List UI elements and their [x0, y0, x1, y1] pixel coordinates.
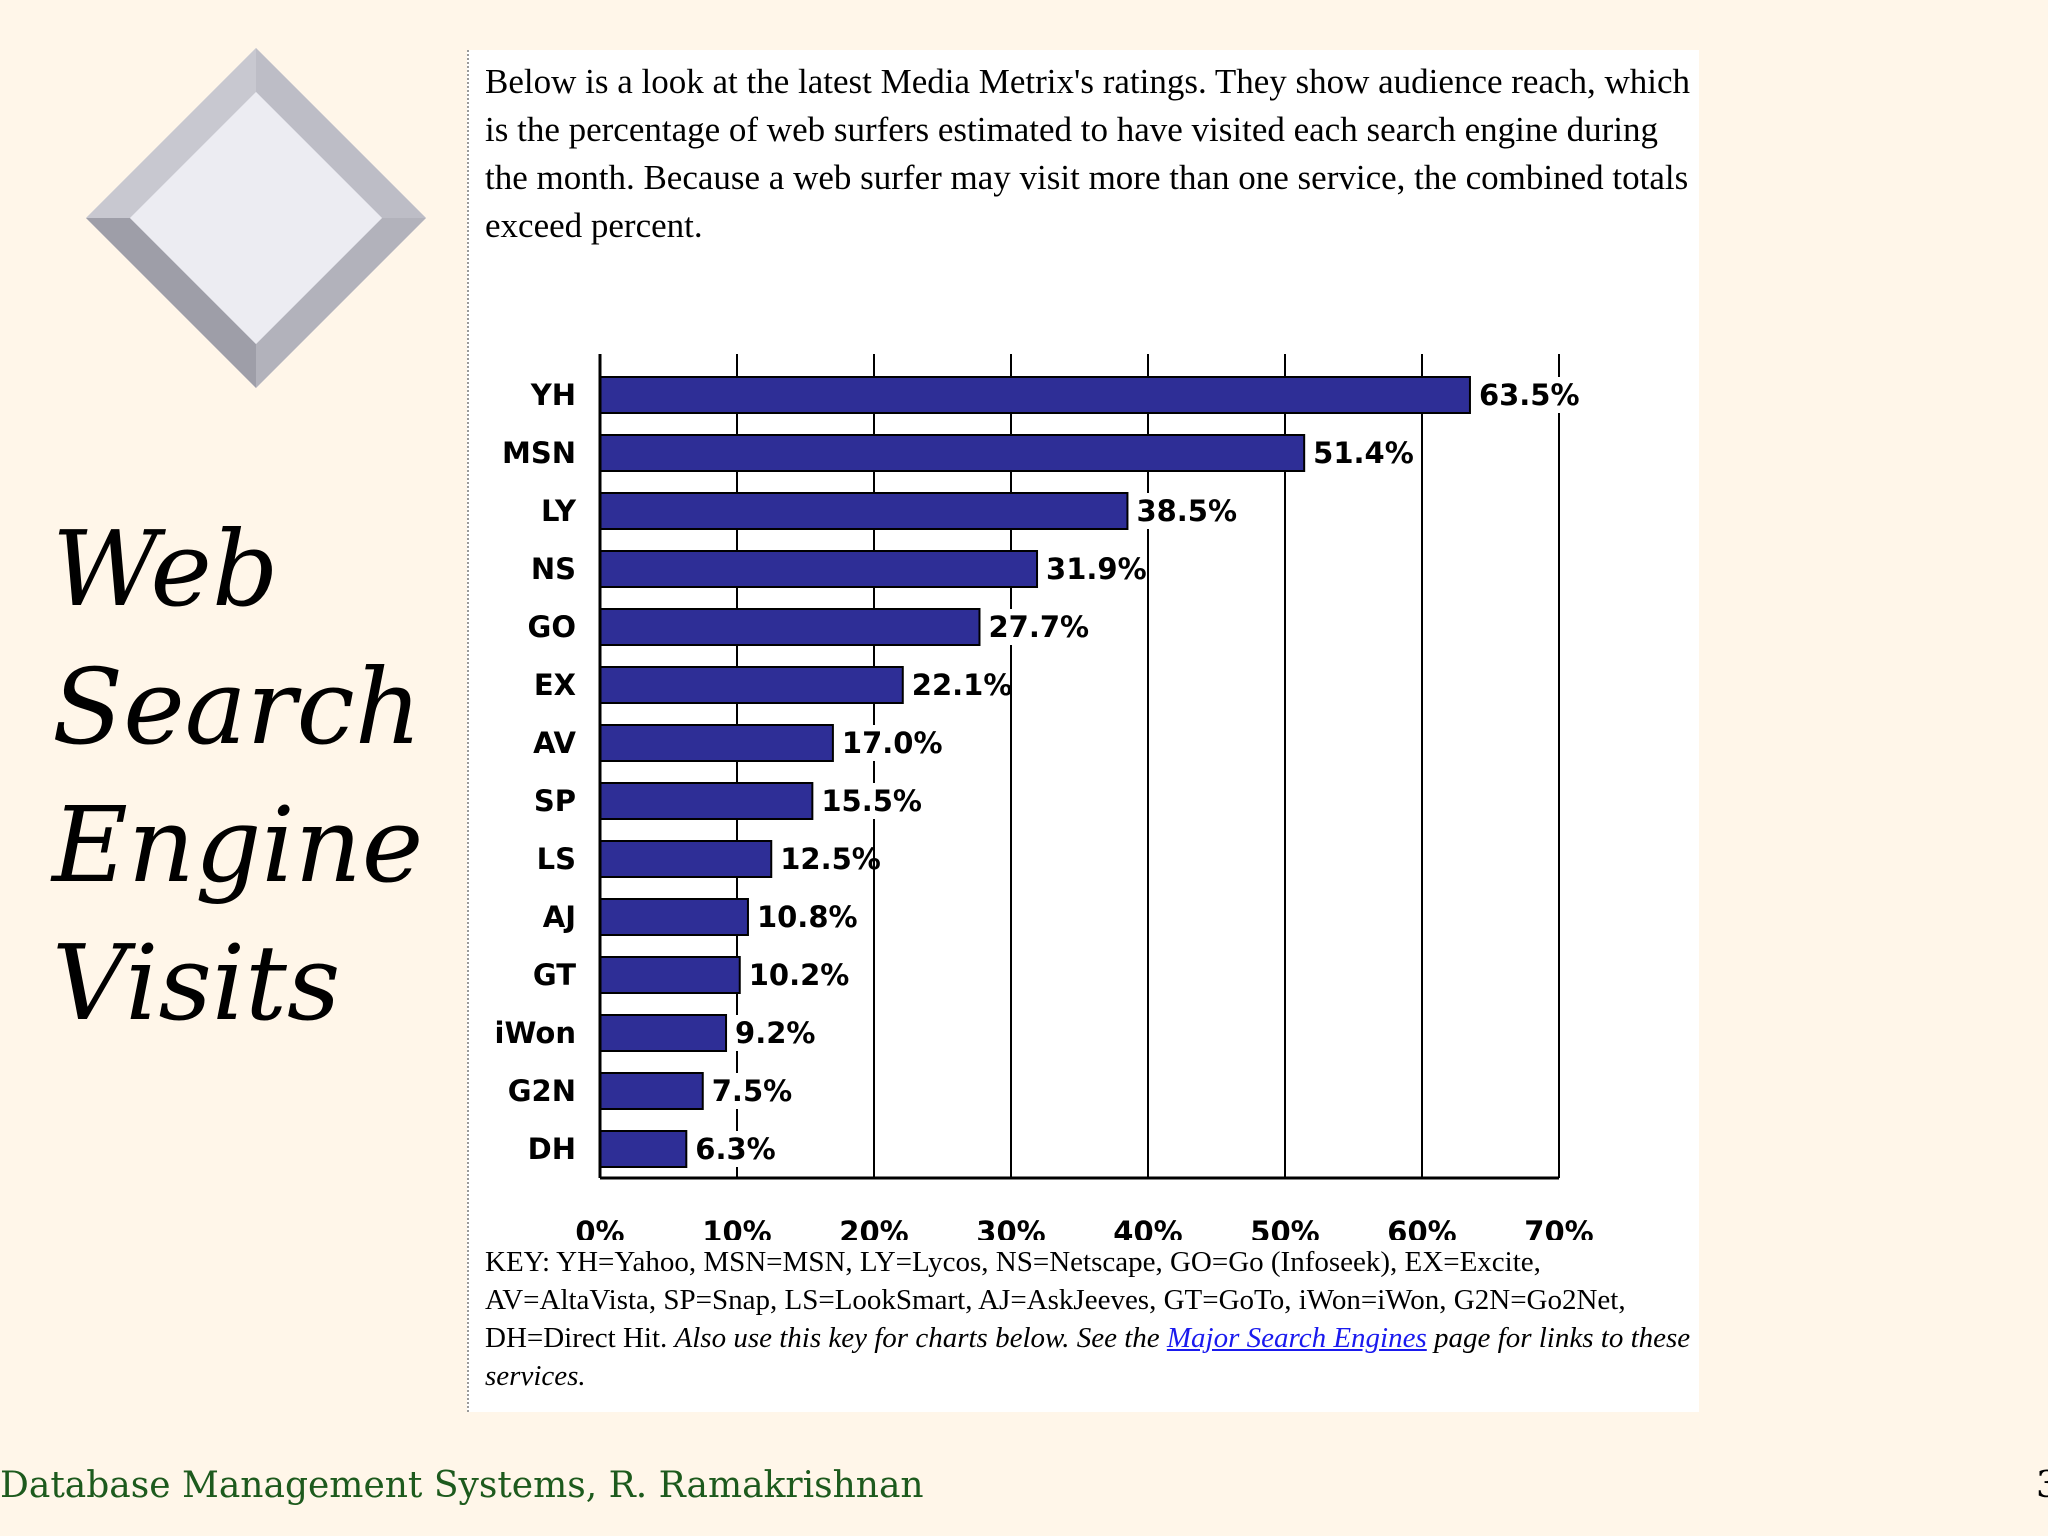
bar: [599, 956, 741, 994]
page-number: 3: [2036, 1465, 2048, 1506]
x-tick-label: 10%: [702, 1215, 771, 1240]
data-label: 31.9%: [1046, 552, 1147, 586]
bar-chart: 63.5% YH 51.4% MSN 38.5% LY 31.9% NS 27.7% GO 22.1…: [495, 354, 1594, 1240]
data-label: 12.5%: [780, 842, 881, 876]
data-label-bg: [1131, 493, 1229, 529]
data-label-bg: [743, 957, 842, 993]
bars: [599, 376, 1471, 1168]
bar: [599, 608, 981, 646]
category-label: LS: [537, 842, 576, 876]
category-label: MSN: [502, 436, 576, 470]
data-label-bg: [706, 1073, 787, 1109]
data-label-bg: [816, 783, 914, 819]
bar: [599, 550, 1039, 588]
x-tick-label: 40%: [1113, 1215, 1182, 1240]
bar: [599, 724, 834, 762]
data-label-bg: [1308, 435, 1406, 471]
axes: [598, 354, 1559, 1180]
data-label-bg: [983, 609, 1081, 645]
data-label: 17.0%: [842, 726, 943, 760]
x-tick-label: 70%: [1524, 1215, 1593, 1240]
bar: [599, 782, 814, 820]
x-tick-label: 50%: [1250, 1215, 1319, 1240]
key-legend: KEY: YH=Yahoo, MSN=MSN, LY=Lycos, NS=Net…: [485, 1243, 1695, 1395]
slide-title: Web Search Engine Visits: [52, 500, 432, 1052]
category-label: AJ: [543, 900, 576, 934]
data-label: 6.3%: [695, 1132, 775, 1166]
chart-panel: Below is a look at the latest Media Metr…: [467, 50, 1699, 1412]
title-line-4: Visits: [52, 922, 341, 1044]
x-tick-label: 0%: [575, 1215, 624, 1240]
data-label: 9.2%: [735, 1016, 815, 1050]
data-label: 27.7%: [988, 610, 1089, 644]
category-label: AV: [533, 726, 576, 760]
labels: 63.5% YH 51.4% MSN 38.5% LY 31.9% NS 27.7% GO 22.1…: [495, 377, 1594, 1240]
title-line-2: Search: [52, 646, 422, 768]
data-label-bg: [730, 1015, 811, 1051]
bar: [599, 840, 773, 878]
grid-lines: [736, 354, 1560, 1178]
title-line-1: Web: [52, 508, 279, 630]
category-label: GT: [533, 958, 576, 992]
category-label: YH: [530, 378, 576, 412]
bar: [599, 1014, 728, 1052]
title-line-3: Engine: [52, 784, 424, 906]
bar: [599, 666, 904, 704]
data-label: 7.5%: [712, 1074, 792, 1108]
bar: [599, 434, 1306, 472]
data-label-bg: [836, 725, 935, 761]
bar: [599, 376, 1471, 414]
data-label-bg: [751, 899, 850, 935]
major-search-engines-link[interactable]: Major Search Engines: [1166, 1322, 1427, 1354]
category-label: DH: [528, 1132, 576, 1166]
category-label: iWon: [495, 1016, 576, 1050]
data-label: 15.5%: [821, 784, 922, 818]
data-label: 10.8%: [757, 900, 858, 934]
category-label: NS: [531, 552, 576, 586]
data-label-bg: [775, 841, 873, 877]
category-label: LY: [541, 494, 577, 528]
category-label: EX: [534, 668, 576, 702]
x-tick-label: 60%: [1387, 1215, 1456, 1240]
data-label-bg: [690, 1131, 771, 1167]
key-note-end: page for links to these services.: [485, 1322, 1691, 1392]
data-label: 51.4%: [1313, 436, 1414, 470]
x-tick-label: 20%: [839, 1215, 908, 1240]
data-label-bg: [906, 667, 1005, 703]
key-text: KEY: YH=Yahoo, MSN=MSN, LY=Lycos, NS=Net…: [485, 1246, 1626, 1354]
x-tick-label: 30%: [976, 1215, 1045, 1240]
bar: [599, 898, 749, 936]
data-label: 38.5%: [1136, 494, 1237, 528]
intro-paragraph: Below is a look at the latest Media Metr…: [485, 62, 1691, 245]
bar: [599, 1130, 688, 1168]
category-label: G2N: [508, 1074, 576, 1108]
footer-citation: Database Management Systems, R. Ramakris…: [0, 1465, 924, 1506]
data-label-bg: [1041, 551, 1139, 587]
category-label: GO: [528, 610, 576, 644]
data-label: 10.2%: [749, 958, 850, 992]
diamond-bullet-icon: [80, 40, 430, 390]
data-label: 22.1%: [912, 668, 1013, 702]
bar: [599, 492, 1129, 530]
category-label: SP: [534, 784, 576, 818]
key-note: Also use this key for charts below. See …: [674, 1322, 1160, 1354]
data-label-bg: [1473, 377, 1572, 413]
bar: [599, 1072, 704, 1110]
data-label: 63.5%: [1479, 378, 1580, 412]
